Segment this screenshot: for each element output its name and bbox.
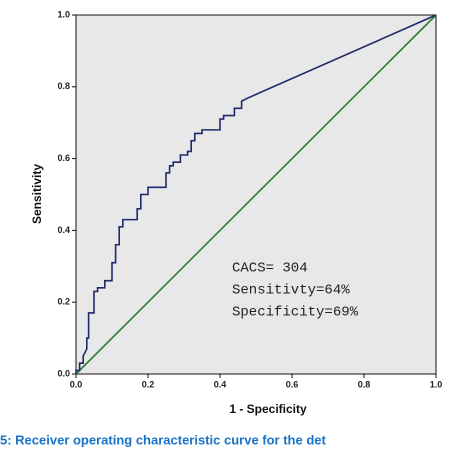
x-tick-label: 0.8: [358, 379, 371, 389]
y-tick-label: 0.2: [57, 297, 70, 307]
roc-line: [75, 14, 437, 374]
roc-line: [75, 14, 437, 375]
y-tick-label: 0.6: [57, 153, 70, 163]
x-axis-label: 1 - Specificity: [229, 402, 307, 416]
x-tick-label: 0.4: [214, 379, 227, 389]
y-tick-label: 0.8: [57, 81, 70, 91]
x-tick-label: 0.2: [142, 379, 155, 389]
x-tick-label: 0.6: [286, 379, 299, 389]
y-tick-label: 1.0: [57, 9, 70, 19]
y-axis-label: Sensitivity: [30, 164, 44, 224]
y-tick-label: 0.4: [57, 225, 70, 235]
y-tick-label: 0.0: [57, 368, 70, 378]
annotation: Specificity=69%: [232, 305, 359, 321]
x-tick-label: 0.0: [70, 379, 83, 389]
annotation: CACS= 304: [232, 261, 308, 277]
caption: 5: Receiver operating characteristic cur…: [0, 432, 327, 447]
annotation: Sensitivty=64%: [232, 283, 350, 299]
x-tick-label: 1.0: [430, 379, 443, 389]
